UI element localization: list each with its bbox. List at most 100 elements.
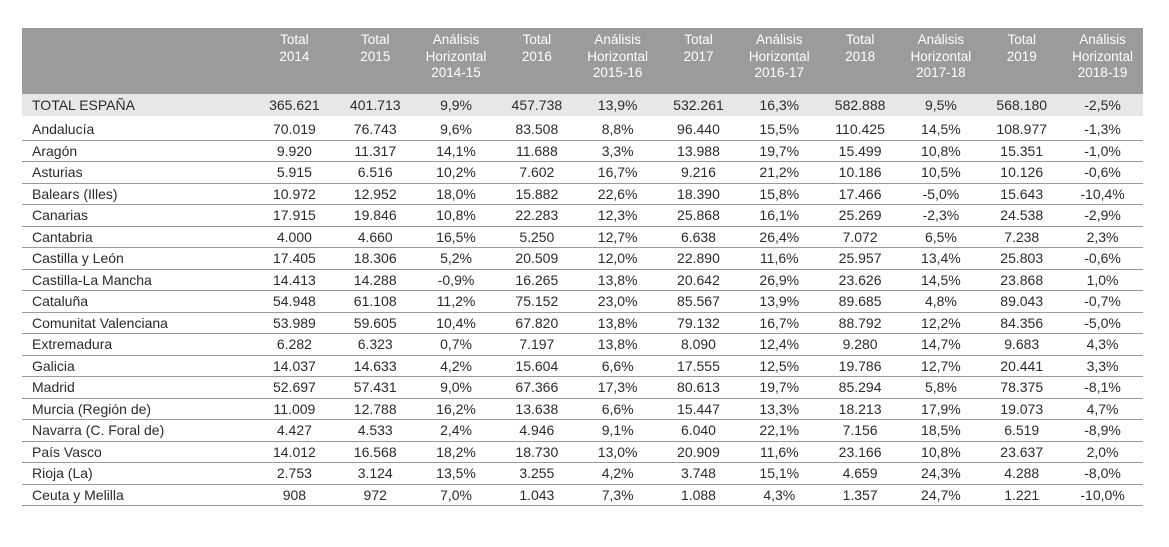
value-cell: 3.124 bbox=[334, 462, 416, 485]
value-cell: -8,1% bbox=[1062, 376, 1143, 399]
table-row: Castilla y León 17.405 18.306 5,2% 20.509 12,… bbox=[22, 247, 1143, 270]
table-row: Asturias 5.915 6.516 10,2% 7.602 16,7% 9.216 21… bbox=[22, 161, 1143, 184]
value-cell: 4,7% bbox=[1062, 398, 1143, 420]
value-cell: 7.602 bbox=[496, 161, 578, 184]
value-cell: 14.012 bbox=[254, 441, 335, 463]
table-row: Murcia (Región de) 11.009 12.788 16,2% 13.63… bbox=[22, 398, 1143, 420]
value-cell: 21,2% bbox=[738, 161, 820, 184]
value-cell: 7.197 bbox=[496, 333, 578, 356]
value-cell: 13,3% bbox=[738, 398, 820, 420]
value-cell: 15.447 bbox=[658, 398, 739, 420]
value-cell: 2.753 bbox=[254, 462, 335, 485]
table-body: TOTAL ESPAÑA 365.621 401.713 9,9% 457.738 13,… bbox=[22, 94, 1143, 506]
header-line: 2017 bbox=[683, 48, 714, 64]
value-cell: 9,5% bbox=[900, 94, 982, 119]
value-cell: 17.555 bbox=[658, 355, 739, 377]
region-name-cell: Navarra (C. Foral de) bbox=[22, 419, 254, 442]
value-cell: 26,4% bbox=[738, 226, 820, 248]
value-cell: 5,8% bbox=[900, 376, 982, 399]
region-name-cell: Extremadura bbox=[22, 333, 254, 356]
value-cell: 19,7% bbox=[738, 140, 820, 162]
region-name-cell: Andalucía bbox=[22, 117, 254, 141]
value-cell: 13,5% bbox=[415, 462, 497, 485]
header-line: Total bbox=[522, 32, 552, 47]
region-name-cell: Asturias bbox=[22, 161, 254, 184]
value-cell: 24.538 bbox=[981, 204, 1063, 227]
value-cell: 4.946 bbox=[496, 419, 578, 442]
header-line: 2014 bbox=[279, 48, 310, 64]
value-cell: 20.509 bbox=[496, 247, 578, 270]
value-cell: 18,2% bbox=[415, 441, 497, 463]
value-cell: 11.317 bbox=[334, 140, 416, 162]
value-cell: 17,3% bbox=[577, 376, 659, 399]
region-name-cell: Aragón bbox=[22, 140, 254, 162]
value-cell: 10.186 bbox=[819, 161, 901, 184]
value-cell: -8,0% bbox=[1062, 462, 1143, 485]
value-cell: 6.519 bbox=[981, 419, 1063, 442]
value-cell: 20.642 bbox=[658, 269, 739, 291]
header-line: 2019 bbox=[1006, 48, 1037, 64]
value-cell: 13,8% bbox=[577, 269, 659, 291]
value-cell: 16,7% bbox=[738, 312, 820, 334]
value-cell: -0,6% bbox=[1062, 247, 1143, 270]
value-cell: 24,3% bbox=[900, 462, 982, 485]
value-cell: 18,5% bbox=[900, 419, 982, 442]
value-cell: -10,0% bbox=[1062, 484, 1143, 506]
header-line: 2017-18 bbox=[916, 65, 966, 80]
header-line: Horizontal bbox=[425, 48, 487, 64]
value-cell: 16,2% bbox=[415, 398, 497, 420]
value-cell: 78.375 bbox=[981, 376, 1063, 399]
value-cell: 108.977 bbox=[981, 117, 1063, 141]
value-cell: 24,7% bbox=[900, 484, 982, 506]
value-cell: 3.748 bbox=[658, 462, 739, 485]
value-cell: 23.637 bbox=[981, 441, 1063, 463]
header-row: Total 2014 Total 2015 Análisis Horizontal 2014… bbox=[22, 28, 1143, 94]
value-cell: 18.306 bbox=[334, 247, 416, 270]
value-cell: 8,8% bbox=[577, 117, 659, 141]
header-cell: Análisis Horizontal 2015-16 bbox=[577, 28, 659, 94]
value-cell: 10.972 bbox=[254, 183, 335, 205]
value-cell: 2,3% bbox=[1062, 226, 1143, 248]
value-cell: 15,5% bbox=[738, 117, 820, 141]
header-line: Total bbox=[684, 32, 713, 47]
value-cell: 4.000 bbox=[254, 226, 335, 248]
value-cell: 22,1% bbox=[738, 419, 820, 442]
table-row: Navarra (C. Foral de) 4.427 4.533 2,4% 4.946… bbox=[22, 419, 1143, 442]
region-name-cell: Canarias bbox=[22, 204, 254, 227]
value-cell: 365.621 bbox=[254, 94, 335, 119]
value-cell: 11.009 bbox=[254, 398, 335, 420]
value-cell: 6,5% bbox=[900, 226, 982, 248]
value-cell: 85.294 bbox=[819, 376, 901, 399]
value-cell: 25.269 bbox=[819, 204, 901, 227]
value-cell: 52.697 bbox=[254, 376, 335, 399]
value-cell: 18.730 bbox=[496, 441, 578, 463]
header-line: Total bbox=[280, 32, 309, 47]
value-cell: 16.568 bbox=[334, 441, 416, 463]
header-line: Análisis bbox=[432, 32, 480, 47]
value-cell: 80.613 bbox=[658, 376, 739, 399]
region-name-cell: Murcia (Región de) bbox=[22, 398, 254, 420]
value-cell: 6,6% bbox=[577, 398, 659, 420]
value-cell: -8,9% bbox=[1062, 419, 1143, 442]
value-cell: 110.425 bbox=[819, 117, 901, 141]
header-line: 2015-16 bbox=[592, 65, 643, 80]
header-cell: Total 2017 bbox=[658, 28, 739, 94]
value-cell: 10,8% bbox=[415, 204, 497, 227]
value-cell: 20.909 bbox=[658, 441, 739, 463]
region-name-cell: Galicia bbox=[22, 355, 254, 377]
value-cell: 2,4% bbox=[415, 419, 497, 442]
value-cell: 79.132 bbox=[658, 312, 739, 334]
table-row: Cataluña 54.948 61.108 11,2% 75.152 23,0% 85.5… bbox=[22, 290, 1143, 313]
value-cell: 16,3% bbox=[738, 94, 820, 119]
region-name-cell: Comunitat Valenciana bbox=[22, 312, 254, 334]
value-cell: 13,8% bbox=[577, 312, 659, 334]
value-cell: 3.255 bbox=[496, 462, 578, 485]
value-cell: 582.888 bbox=[819, 94, 901, 119]
value-cell: 14,5% bbox=[900, 269, 982, 291]
value-cell: 17.466 bbox=[819, 183, 901, 205]
value-cell: 61.108 bbox=[334, 290, 416, 313]
header-line: 2018 bbox=[845, 48, 876, 64]
value-cell: 10,4% bbox=[415, 312, 497, 334]
value-cell: 83.508 bbox=[496, 117, 578, 141]
value-cell: 15.882 bbox=[496, 183, 578, 205]
